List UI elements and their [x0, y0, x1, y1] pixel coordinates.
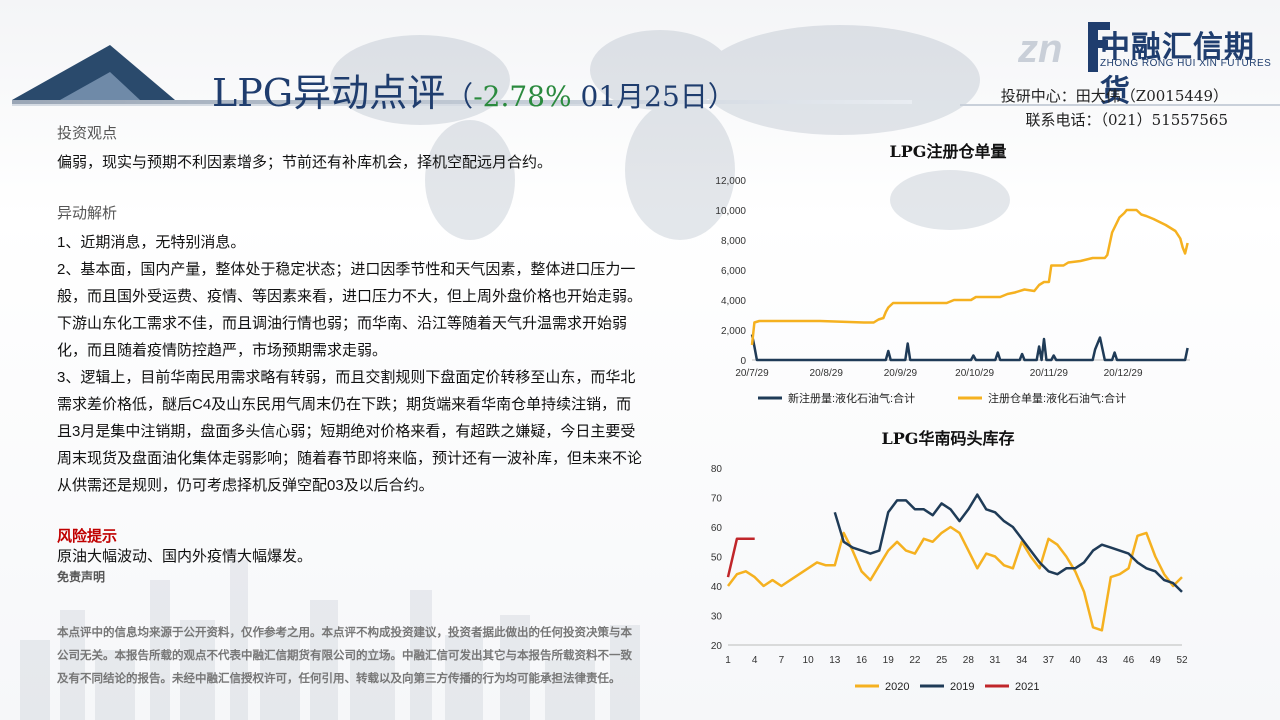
legend-label: 注册仓单量:液化石油气:合计 — [988, 391, 1126, 405]
y-tick-label: 70 — [711, 494, 723, 505]
x-tick-label: 49 — [1150, 655, 1162, 666]
x-tick-label: 34 — [1016, 655, 1028, 666]
y-tick-label: 4,000 — [721, 296, 746, 307]
title-open-paren: （ — [445, 80, 474, 113]
x-tick-label: 20/11/29 — [1030, 368, 1069, 379]
series-line-1 — [833, 493, 1183, 593]
x-tick-label: 52 — [1176, 655, 1188, 666]
y-tick-label: 8,000 — [721, 236, 746, 247]
y-tick-label: 30 — [711, 612, 723, 623]
y-tick-label: 12,000 — [715, 176, 746, 187]
analyst-line: 投研中心：田大伟（Z0015449） — [1000, 87, 1228, 105]
risk-title: 风险提示 — [57, 528, 118, 545]
y-tick-label: 6,000 — [721, 266, 746, 277]
x-tick-label: 37 — [1043, 655, 1055, 666]
legend-label: 2020 — [885, 681, 909, 693]
x-tick-label: 10 — [803, 655, 815, 666]
legend-label: 新注册量:液化石油气:合计 — [788, 391, 915, 405]
y-tick-label: 10,000 — [715, 206, 746, 217]
company-logo: zn — [1018, 22, 1110, 72]
analysis-title: 异动解析 — [57, 205, 118, 222]
south-china-inventory-chart: LPG华南码头库存 20 30 40 50 60 70 80 1 4 7 10 13 16 19 22 25 28… — [711, 429, 1188, 693]
legend-label: 2019 — [950, 681, 974, 693]
warehouse-receipt-chart: LPG注册仓单量 0 2,000 4,000 6,000 8,000 10,000 12,00… — [715, 142, 1190, 405]
title-date: 01月25日） — [571, 80, 736, 113]
view-title: 投资观点 — [57, 125, 118, 142]
svg-text:zn: zn — [1018, 27, 1062, 71]
x-tick-label: 31 — [989, 655, 1001, 666]
page-title: LPG异动点评（-2.78% 01月25日） — [212, 62, 736, 117]
analysis-3: 3、逻辑上，目前华南民用需求略有转弱，而且交割规则下盘面定价转移至山东，而华北需… — [57, 369, 643, 494]
x-tick-label: 22 — [909, 655, 921, 666]
risk-text: 原油大幅波动、国内外疫情大幅爆发。 — [57, 548, 313, 565]
x-tick-label: 20/12/29 — [1104, 368, 1143, 379]
y-tick-label: 40 — [711, 582, 723, 593]
view-text: 偏弱，现实与预期不利因素增多；节前还有补库机会，择机空配远月合约。 — [57, 154, 553, 171]
y-tick-label: 80 — [711, 464, 723, 475]
x-tick-label: 46 — [1123, 655, 1135, 666]
x-tick-label: 7 — [779, 655, 785, 666]
series-line-0 — [750, 334, 1189, 362]
x-tick-label: 19 — [883, 655, 895, 666]
series-line-1 — [750, 208, 1189, 346]
title-percent: -2.78% — [473, 80, 572, 113]
y-tick-label: 60 — [711, 523, 723, 534]
header-decoration — [12, 45, 1280, 106]
x-tick-label: 20/7/29 — [735, 368, 769, 379]
x-tick-label: 1 — [725, 655, 731, 666]
company-name: 中融汇信期货 — [1100, 31, 1255, 108]
analysis-1: 1、近期消息，无特别消息。 — [57, 234, 246, 251]
x-tick-label: 16 — [856, 655, 868, 666]
x-tick-label: 40 — [1070, 655, 1082, 666]
series-line-2 — [726, 537, 755, 578]
x-tick-label: 25 — [936, 655, 948, 666]
disclaimer-title: 免责声明 — [57, 570, 106, 584]
chart-title: LPG注册仓单量 — [890, 142, 1007, 161]
y-tick-label: 50 — [711, 553, 723, 564]
header: LPG异动点评（-2.78% 01月25日） zn 中融汇信期货 ZHONG R… — [0, 0, 1280, 129]
x-tick-label: 20/10/29 — [955, 368, 994, 379]
commentary-column: 投资观点 偏弱，现实与预期不利因素增多；节前还有补库机会，择机空配远月合约。 异… — [57, 122, 642, 585]
x-tick-label: 13 — [829, 655, 841, 666]
chart-title: LPG华南码头库存 — [882, 429, 1015, 448]
series-line-0 — [727, 525, 1183, 632]
analysis-2: 2、基本面，国内产量，整体处于稳定状态；进口因季节性和天气因素，整体进口压力一般… — [57, 261, 643, 359]
phone-line: 联系电话：（021）51557565 — [1025, 111, 1228, 129]
contact-info: 投研中心：田大伟（Z0015449） 联系电话：（021）51557565 — [1001, 84, 1228, 132]
disclaimer-text: 本点评中的信息均来源于公开资料，仅作参考之用。本点评不构成投资建议，投资者据此做… — [57, 627, 632, 685]
y-tick-label: 0 — [740, 356, 746, 367]
company-name-en: ZHONG RONG HUI XIN FUTURES — [1100, 58, 1272, 69]
title-main: LPG异动点评 — [212, 71, 446, 115]
y-tick-label: 2,000 — [721, 326, 746, 337]
x-tick-label: 28 — [963, 655, 975, 666]
y-tick-label: 20 — [711, 641, 723, 652]
x-tick-label: 4 — [752, 655, 758, 666]
x-tick-label: 20/8/29 — [810, 368, 844, 379]
x-tick-label: 20/9/29 — [884, 368, 918, 379]
legend-label: 2021 — [1015, 681, 1039, 693]
city-skyline-background — [20, 560, 640, 720]
x-tick-label: 43 — [1096, 655, 1108, 666]
